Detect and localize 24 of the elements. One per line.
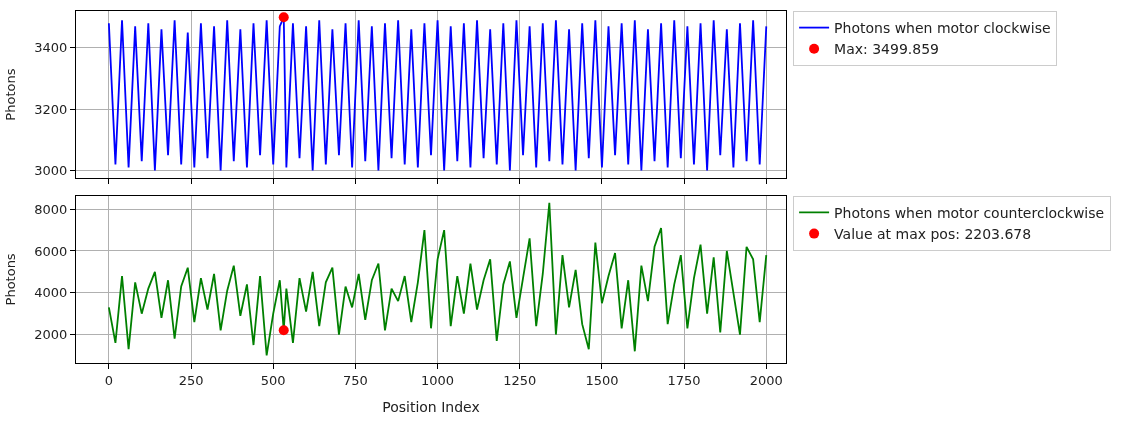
y-tick-label: 2000 (34, 327, 68, 343)
y-tick-label: 3400 (34, 40, 68, 56)
x-tick-label: 1750 (667, 372, 701, 388)
line-series (107, 202, 768, 357)
x-tick-label: 2000 (749, 372, 783, 388)
legend-label: Photons when motor counterclockwise (834, 204, 1105, 221)
y-tick-label: 3200 (34, 101, 68, 117)
x-tick-label: 1000 (421, 372, 455, 388)
x-axis-title: Position Index (382, 398, 480, 415)
legend-label: Value at max pos: 2203.678 (834, 226, 1032, 243)
x-tick-label: 750 (342, 372, 368, 388)
x-tick-label: 0 (104, 372, 114, 388)
y-tick-label: 3000 (34, 163, 68, 179)
x-tick-label: 1250 (503, 372, 537, 388)
x-tick-label: 250 (178, 372, 204, 388)
y-axis-title: Photons (3, 68, 19, 121)
legend-label: Max: 3499.859 (834, 41, 940, 58)
legend-label: Photons when motor clockwise (834, 20, 1051, 37)
x-tick-label: 500 (260, 372, 286, 388)
y-tick-label: 8000 (34, 201, 68, 217)
y-tick-label: 6000 (34, 243, 68, 259)
x-tick-label: 1500 (585, 372, 619, 388)
y-axis-title: Photons (3, 253, 19, 306)
y-tick-label: 4000 (34, 285, 68, 301)
